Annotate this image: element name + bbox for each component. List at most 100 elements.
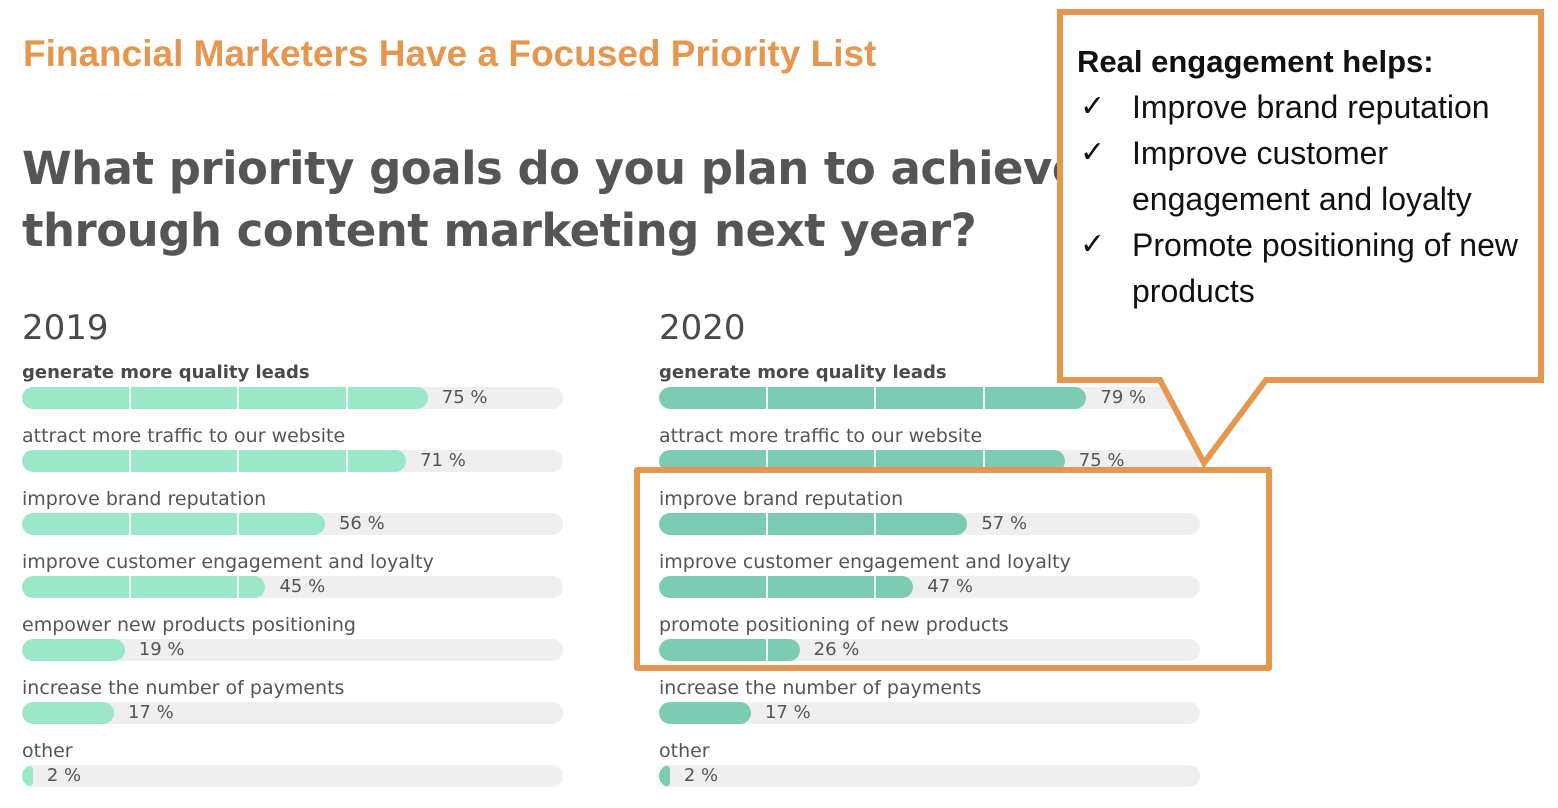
- value-label: 17 %: [127, 702, 174, 723]
- value-label: 79 %: [1100, 387, 1147, 408]
- bar: [22, 513, 325, 535]
- bar-segment-divider: [129, 513, 132, 535]
- bar: [22, 639, 125, 661]
- category-label: attract more traffic to our website: [659, 425, 983, 447]
- value-label: 57 %: [981, 513, 1028, 534]
- bar-row: improve customer engagement and loyalty 4…: [22, 549, 563, 605]
- category-label: generate more quality leads: [659, 362, 947, 383]
- bar: [22, 450, 407, 472]
- category-label: other: [659, 740, 710, 762]
- bar: [659, 765, 670, 787]
- bar-row: improve brand reputation 57 %: [659, 486, 1200, 542]
- bar-track: [22, 702, 563, 724]
- value-label: 45 %: [279, 576, 326, 597]
- bar-row: attract more traffic to our website 71 %: [22, 423, 563, 479]
- value-label: 2 %: [46, 765, 82, 786]
- bar-row: other 2 %: [659, 738, 1200, 794]
- category-label: improve customer engagement and loyalty: [659, 551, 1071, 573]
- bar-segment-divider: [874, 387, 877, 409]
- category-label: improve customer engagement and loyalty: [22, 551, 434, 573]
- callout-item: ✓ Promote positioning of new products: [1077, 222, 1527, 314]
- category-label: other: [22, 740, 73, 762]
- bar-track: [659, 765, 1200, 787]
- bar-segment-divider: [129, 450, 132, 472]
- category-label: increase the number of payments: [659, 677, 982, 699]
- check-icon: ✓: [1080, 89, 1106, 124]
- bar-segment-divider: [874, 576, 877, 598]
- bar-segment-divider: [982, 387, 985, 409]
- bar: [659, 639, 800, 661]
- value-label: 19 %: [138, 639, 185, 660]
- bar-track: [659, 639, 1200, 661]
- check-icon: ✓: [1080, 135, 1106, 170]
- bar: [659, 576, 914, 598]
- bar-segment-divider: [766, 576, 769, 598]
- category-label: improve brand reputation: [659, 488, 904, 510]
- bar-segment-divider: [129, 576, 132, 598]
- value-label: 26 %: [813, 639, 860, 660]
- bar-row: generate more quality leads 79 %: [659, 360, 1200, 416]
- bar-segment-divider: [874, 450, 877, 472]
- bar-row: other 2 %: [22, 738, 563, 794]
- bar-track: [659, 702, 1200, 724]
- bar-row: improve customer engagement and loyalty 4…: [659, 549, 1200, 605]
- callout-item: ✓ Improve brand reputation: [1077, 84, 1527, 130]
- value-label: 75 %: [441, 387, 488, 408]
- bar: [22, 387, 428, 409]
- bar-segment-divider: [766, 450, 769, 472]
- bar-row: increase the number of payments 17 %: [659, 675, 1200, 731]
- bar-segment-divider: [237, 387, 240, 409]
- highlight-box: [634, 467, 1272, 671]
- survey-question-line-2: through content marketing next year?: [22, 204, 977, 257]
- bar-track: [22, 576, 563, 598]
- callout-item-text: Improve customer engagement and loyalty: [1132, 135, 1472, 217]
- bar-segment-divider: [345, 387, 348, 409]
- bar-track: [22, 387, 563, 409]
- value-label: 2 %: [683, 765, 719, 786]
- bar-row: promote positioning of new products 26 %: [659, 612, 1200, 668]
- year-label-2019: 2019: [22, 308, 109, 348]
- value-label: 47 %: [927, 576, 973, 597]
- bar-segment-divider: [237, 576, 240, 598]
- bar: [22, 765, 33, 787]
- chart-2019: 2019 generate more quality leads 75 % attr…: [22, 298, 563, 803]
- bar-track: [22, 765, 563, 787]
- bar-row: generate more quality leads 75 %: [22, 360, 563, 416]
- bar-segment-divider: [237, 513, 240, 535]
- bar-segment-divider: [766, 639, 769, 661]
- callout-item: ✓ Improve customer engagement and loyalt…: [1077, 130, 1527, 222]
- value-label: 56 %: [338, 513, 385, 534]
- year-label-2020: 2020: [659, 308, 746, 348]
- check-icon: ✓: [1080, 227, 1106, 262]
- bar-segment-divider: [982, 450, 985, 472]
- category-label: attract more traffic to our website: [22, 425, 346, 447]
- category-label: improve brand reputation: [22, 488, 267, 510]
- callout-item-text: Improve brand reputation: [1132, 89, 1490, 125]
- category-label: increase the number of payments: [22, 677, 345, 699]
- bar-segment-divider: [129, 387, 132, 409]
- bar-row: empower new products positioning 19 %: [22, 612, 563, 668]
- bar-track: [22, 450, 563, 472]
- callout-heading: Real engagement helps:: [1077, 44, 1434, 79]
- slide-title: Financial Marketers Have a Focused Prior…: [23, 33, 877, 74]
- value-label: 17 %: [764, 702, 811, 723]
- bar: [22, 702, 114, 724]
- bar: [659, 450, 1065, 472]
- bar-track: [22, 639, 563, 661]
- category-label: empower new products positioning: [22, 614, 356, 636]
- bar-row: increase the number of payments 17 %: [22, 675, 563, 731]
- bar-segment-divider: [237, 450, 240, 472]
- callout-item-text: Promote positioning of new products: [1132, 227, 1518, 309]
- bar-track: [659, 576, 1200, 598]
- bar: [659, 702, 751, 724]
- bar-track: [659, 513, 1200, 535]
- bar: [22, 576, 266, 598]
- bar-segment-divider: [874, 513, 877, 535]
- callout-text: Real engagement helps: ✓ Improve brand r…: [1077, 40, 1527, 314]
- bar-segment-divider: [766, 387, 769, 409]
- bar-segment-divider: [766, 513, 769, 535]
- survey-question: What priority goals do you plan to achie…: [22, 138, 1082, 262]
- value-label: 71 %: [420, 450, 466, 471]
- category-label: generate more quality leads: [22, 362, 310, 383]
- bar: [659, 513, 968, 535]
